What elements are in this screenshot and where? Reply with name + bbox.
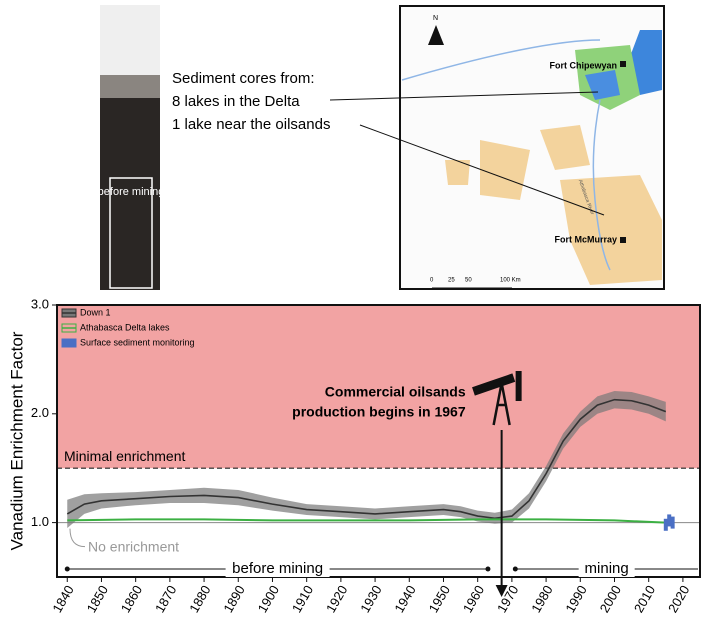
y-tick-label: 2.0 — [31, 405, 49, 420]
core-top — [100, 5, 160, 75]
legend-label: Athabasca Delta lakes — [80, 322, 170, 332]
legend-label: Surface sediment monitoring — [80, 337, 195, 347]
x-tick-label: 1900 — [255, 583, 282, 616]
figure: before mining Sediment cores from: 8 lak… — [0, 0, 701, 622]
event-label: Commercial oilsands — [325, 384, 466, 400]
period-label: mining — [585, 560, 629, 577]
scale-label: 25 — [448, 278, 455, 284]
x-tick-label: 2010 — [631, 583, 658, 616]
x-tick-label: 1940 — [391, 583, 418, 616]
legend-swatch — [62, 339, 76, 347]
y-tick-label: 3.0 — [31, 296, 49, 311]
x-tick-label: 2020 — [665, 583, 692, 616]
x-tick-label: 1870 — [152, 583, 179, 616]
chart: Minimal enrichment 1.0 2.0 3.0 Vanadium Enri… — [7, 296, 700, 615]
x-tick-label: 1980 — [528, 583, 555, 616]
x-tick-label: 1880 — [186, 583, 213, 616]
x-tick-label: 1950 — [426, 583, 453, 616]
monitoring-point — [664, 519, 668, 531]
pump-icon — [516, 371, 522, 401]
core-mid — [100, 75, 160, 100]
town-marker — [620, 237, 626, 243]
period-end — [513, 567, 518, 572]
x-tick-label: 1910 — [289, 583, 316, 616]
x-tick-label: 1890 — [220, 583, 247, 616]
x-tick-label: 1850 — [84, 583, 111, 616]
x-tick-label: 1840 — [49, 583, 76, 616]
threshold-label: Minimal enrichment — [64, 448, 185, 464]
scale-label: 50 — [465, 278, 472, 284]
scale-label: 100 Km — [500, 278, 521, 284]
monitoring-point — [671, 517, 675, 529]
y-axis-label: Vanadium Enrichment Factor — [7, 331, 26, 550]
x-tick-label: 2000 — [597, 583, 624, 616]
period-label: before mining — [232, 560, 323, 577]
baseline-label: No enrichment — [88, 538, 179, 554]
page: before mining Sediment cores from: 8 lak… — [0, 0, 701, 627]
x-tick-label: 1960 — [460, 583, 487, 616]
map-north: N — [433, 15, 438, 22]
core-label: before mining — [98, 186, 165, 198]
core-text: Sediment cores from: — [172, 70, 315, 87]
legend-label: Down 1 — [80, 307, 111, 317]
period-end — [65, 567, 70, 572]
town-marker — [620, 61, 626, 67]
core-text: 8 lakes in the Delta — [172, 93, 300, 110]
baseline-arrow — [70, 529, 85, 547]
x-tick-label: 1860 — [118, 583, 145, 616]
period-end — [485, 567, 490, 572]
event-label: production begins in 1967 — [292, 404, 466, 420]
y-tick-label: 1.0 — [31, 514, 49, 529]
map-town: Fort McMurray — [554, 234, 617, 244]
core-text: 1 lake near the oilsands — [172, 116, 330, 133]
x-tick-label: 1990 — [562, 583, 589, 616]
x-tick-label: 1930 — [357, 583, 384, 616]
x-tick-label: 1920 — [323, 583, 350, 616]
monitoring-point — [667, 514, 671, 526]
map-town: Fort Chipewyan — [549, 60, 617, 70]
